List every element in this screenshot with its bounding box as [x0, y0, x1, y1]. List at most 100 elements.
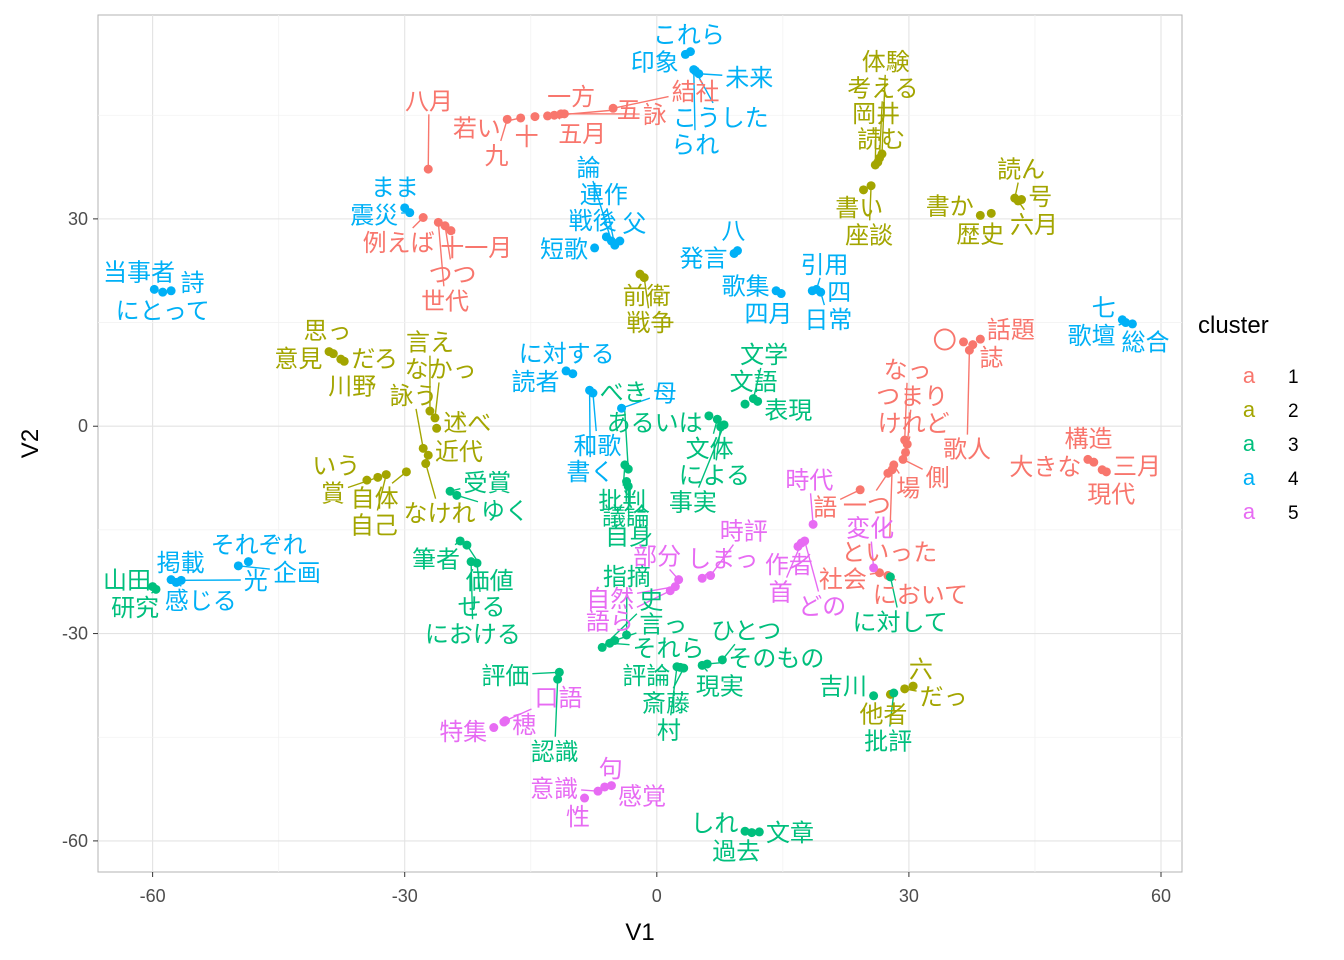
data-point: [704, 411, 714, 421]
data-point: [243, 557, 253, 567]
point-label: だっ: [920, 683, 968, 711]
data-point: [430, 413, 440, 423]
data-point: [176, 575, 186, 585]
leader-line: [627, 486, 630, 522]
point-label: 述べ: [443, 409, 491, 437]
point-label: 例えば: [363, 229, 435, 257]
point-label: それぞれ: [211, 531, 307, 559]
legend-label: 4: [1288, 469, 1299, 490]
point-label: 感じる: [165, 587, 237, 615]
data-point: [898, 454, 908, 464]
plot-panel: [97, 14, 1183, 873]
data-point: [446, 226, 456, 236]
point-label: 批評: [864, 728, 912, 756]
point-label: 自然: [586, 585, 634, 613]
point-label: 詩: [181, 269, 205, 297]
point-label: において: [873, 581, 968, 609]
point-label: 賞: [321, 480, 345, 508]
data-point: [166, 286, 176, 296]
data-point: [423, 164, 433, 174]
y-tick-label: 0: [78, 416, 88, 436]
leader-line: [505, 708, 532, 722]
point-label: 引用: [800, 251, 848, 279]
data-point: [373, 472, 383, 482]
data-point: [617, 403, 627, 413]
y-tick-label: -60: [62, 831, 88, 851]
point-label: 発言: [680, 245, 728, 273]
point-label: 作者: [765, 551, 813, 579]
point-label: 考える: [847, 74, 918, 102]
data-point: [418, 213, 428, 223]
point-label: 六: [909, 655, 933, 683]
point-label: といった: [841, 538, 937, 566]
point-label: られ: [671, 131, 719, 159]
point-label: 部分: [633, 542, 681, 570]
point-label: 現代: [1087, 480, 1135, 508]
data-point: [808, 519, 818, 529]
x-tick-label: 0: [652, 886, 662, 906]
leader-line: [809, 493, 814, 525]
data-point: [610, 635, 620, 645]
data-point: [580, 793, 590, 803]
legend-key: a: [1243, 499, 1256, 524]
data-point: [986, 208, 996, 218]
point-label: 史: [639, 587, 663, 615]
data-point: [753, 396, 763, 406]
point-label: 八月: [405, 87, 453, 115]
data-point: [452, 490, 462, 500]
point-label: 十: [515, 123, 539, 151]
point-label: 文語: [730, 368, 778, 396]
legend-title: cluster: [1198, 312, 1269, 339]
data-point: [776, 289, 786, 299]
point-label: なっ: [884, 356, 932, 384]
data-point: [597, 642, 607, 652]
point-label: 四: [827, 278, 851, 306]
point-label: 座談: [845, 221, 893, 249]
leader-line: [470, 561, 474, 620]
point-label: 評価: [481, 662, 529, 690]
data-point: [670, 582, 680, 592]
data-point: [516, 113, 526, 123]
leader-line: [347, 476, 379, 489]
data-point: [816, 287, 826, 297]
data-point: [717, 655, 727, 665]
legend-key: a: [1243, 363, 1256, 388]
point-label: けれど: [878, 409, 950, 437]
point-label: 川野: [328, 373, 376, 401]
point-label: 読む: [857, 125, 905, 153]
point-label: 一方: [547, 83, 595, 111]
data-point: [712, 414, 722, 424]
point-label: 誌: [980, 344, 1004, 372]
data-point: [793, 541, 803, 551]
point-label: 書か: [926, 192, 974, 220]
leader-line: [476, 562, 481, 593]
point-label: 七: [1092, 294, 1116, 322]
leader-line: [623, 405, 629, 470]
leader-line: [621, 397, 651, 409]
point-label: 感覚: [618, 783, 666, 811]
data-point: [590, 243, 600, 253]
point-label: 時評: [720, 518, 768, 546]
data-point: [561, 366, 571, 376]
data-point: [421, 459, 431, 469]
point-label: 歌集: [722, 272, 770, 300]
data-point: [530, 112, 540, 122]
point-label: 短歌: [540, 236, 588, 264]
point-label: なけれ: [404, 500, 476, 528]
point-label: にとって: [116, 297, 210, 325]
point-label: 文体: [686, 435, 734, 463]
data-point: [869, 691, 879, 701]
x-tick-label: -60: [140, 886, 166, 906]
point-label: 筆者: [412, 546, 460, 574]
data-point: [706, 571, 716, 581]
leader-line: [612, 95, 669, 109]
data-point: [1097, 465, 1107, 475]
data-point: [615, 236, 625, 246]
point-label: 首: [769, 579, 793, 607]
leader-line: [376, 474, 387, 511]
data-point: [149, 284, 159, 294]
data-point: [902, 439, 912, 449]
point-label: 評論: [622, 662, 670, 690]
point-label: つまり: [876, 383, 948, 411]
legend: cluster a 1 a 2 a 3 a 4 a 5: [1198, 312, 1299, 524]
